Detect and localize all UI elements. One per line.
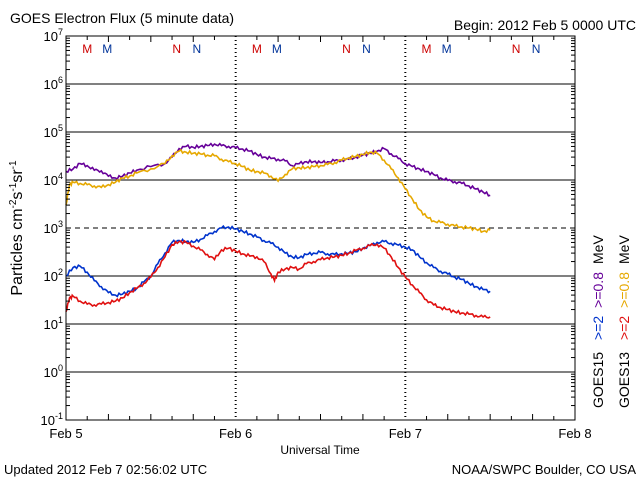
x-tick-label: Feb 5 bbox=[49, 426, 82, 441]
x-tick-label: Feb 6 bbox=[219, 426, 252, 441]
y-tick-label: 104 bbox=[44, 171, 63, 188]
y-tick-label: 10-1 bbox=[41, 411, 63, 428]
y-axis-label-exp3: -1 bbox=[8, 160, 19, 169]
legend-entry: >=0.8 bbox=[616, 272, 632, 308]
credit-label: NOAA/SWPC Boulder, CO USA bbox=[452, 462, 637, 477]
marker-n: N bbox=[362, 42, 371, 56]
marker-m: M bbox=[442, 42, 452, 56]
series-line bbox=[65, 142, 491, 197]
y-tick-label: 107 bbox=[44, 27, 63, 44]
grid-layer bbox=[66, 36, 575, 420]
marker-n: N bbox=[172, 42, 181, 56]
tick-layer: 10-1 100 101 102 103 104 105 106 107 Feb 5 Feb 6 Fe… bbox=[41, 27, 592, 441]
begin-label: Begin: 2012 Feb 5 0000 UTC bbox=[454, 17, 636, 33]
y-axis-label-exp1: -2 bbox=[8, 199, 19, 208]
legend-entry: GOES15 bbox=[590, 352, 606, 408]
marker-n: N bbox=[532, 42, 541, 56]
y-tick-label: 103 bbox=[44, 219, 63, 236]
y-tick-label: 101 bbox=[44, 315, 63, 332]
x-tick-label: Feb 8 bbox=[558, 426, 591, 441]
legend-entry: MeV bbox=[590, 235, 606, 264]
legend-entry: >=0.8 bbox=[590, 272, 606, 308]
y-axis-label-exp2: -1 bbox=[8, 182, 19, 191]
y-axis-label: Particles cm-2s-1sr-1 bbox=[8, 160, 26, 296]
updated-label: Updated 2012 Feb 7 02:56:02 UTC bbox=[4, 462, 207, 477]
x-axis-label: Universal Time bbox=[280, 443, 360, 457]
marker-m: M bbox=[272, 42, 282, 56]
y-tick-label: 100 bbox=[44, 363, 63, 380]
marker-n: N bbox=[512, 42, 521, 56]
legend-column: GOES15 >=2 >=0.8 MeV bbox=[590, 235, 606, 408]
marker-m: M bbox=[422, 42, 432, 56]
marker-m: M bbox=[82, 42, 92, 56]
y-tick-label: 105 bbox=[44, 123, 63, 140]
legend-entry: GOES13 bbox=[616, 352, 632, 408]
marker-n: N bbox=[342, 42, 351, 56]
y-axis-label-mid1: s bbox=[9, 192, 26, 200]
series-line bbox=[65, 148, 491, 234]
series-line bbox=[65, 239, 491, 319]
legend-entry: MeV bbox=[616, 235, 632, 264]
series-line bbox=[65, 224, 491, 298]
plot-frame bbox=[65, 35, 576, 421]
series-layer bbox=[65, 142, 491, 319]
legend-column: GOES13 >=2 >=0.8 MeV bbox=[616, 235, 632, 408]
legend-entry: >=2 bbox=[616, 316, 632, 340]
y-axis-label-base: Particles cm bbox=[9, 208, 26, 295]
y-axis-label-mid2: sr bbox=[9, 169, 26, 183]
legend-entry: >=2 bbox=[590, 316, 606, 340]
y-tick-label: 106 bbox=[44, 75, 63, 92]
marker-m: M bbox=[252, 42, 262, 56]
y-tick-label: 102 bbox=[44, 267, 63, 284]
marker-m: M bbox=[102, 42, 112, 56]
chart-title: GOES Electron Flux (5 minute data) bbox=[10, 10, 234, 26]
marker-n: N bbox=[192, 42, 201, 56]
x-tick-label: Feb 7 bbox=[389, 426, 422, 441]
legend: GOES15 >=2 >=0.8 MeV GOES13 >=2 >=0.8 MeV bbox=[590, 235, 632, 408]
